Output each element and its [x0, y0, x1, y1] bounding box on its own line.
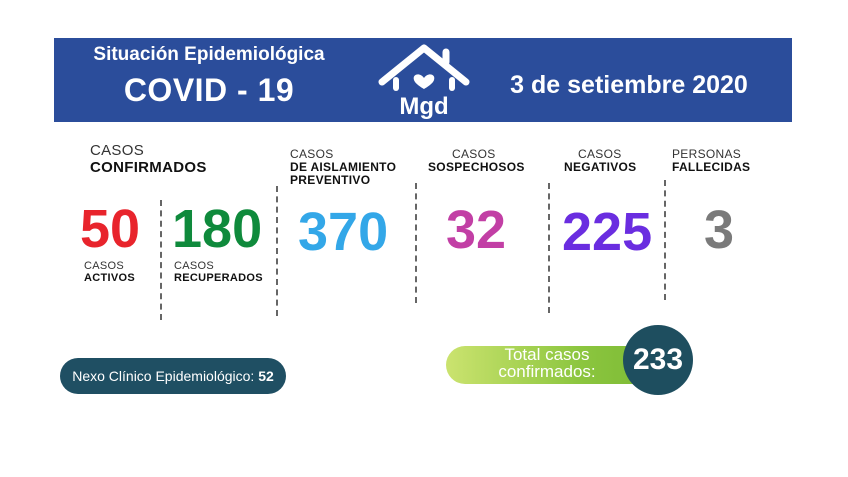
negativos-label-top: CASOS: [578, 147, 622, 161]
aislamiento-value: 370: [298, 202, 389, 262]
total-value: 233: [623, 325, 693, 395]
logo-text: Mgd: [399, 93, 448, 120]
fallecidas-label-bold: FALLECIDAS: [672, 160, 751, 174]
house-logo-icon: Mgd: [378, 44, 470, 120]
divider: [276, 186, 278, 316]
recuperados-label-bold: RECUPERADOS: [174, 272, 263, 284]
header-subtitle: COVID - 19: [123, 72, 295, 108]
aislamiento-label: CASOS DE AISLAMIENTO PREVENTIVO: [290, 148, 396, 187]
confirmados-label: CASOS CONFIRMADOS: [90, 142, 207, 176]
divider: [160, 200, 162, 320]
divider: [664, 180, 666, 300]
negativos-value: 225: [562, 202, 653, 262]
sospechosos-label-top: CASOS: [452, 147, 496, 161]
sospechosos-value: 32: [446, 200, 507, 260]
recuperados-label-top: CASOS: [174, 260, 215, 272]
report-date: 3 de setiembre 2020: [510, 71, 748, 99]
aislamiento-label-bold2: PREVENTIVO: [290, 173, 371, 187]
fallecidas-label: PERSONAS FALLECIDAS: [672, 148, 750, 174]
sospechosos-label: CASOS SOSPECHOSOS: [428, 148, 525, 174]
negativos-label: CASOS NEGATIVOS: [564, 148, 637, 174]
nexo-label: Nexo Clínico Epidemiológico:: [72, 368, 255, 384]
nexo-badge: Nexo Clínico Epidemiológico: 52: [60, 358, 286, 394]
confirmados-label-top: CASOS: [90, 142, 145, 159]
fallecidas-value: 3: [704, 200, 735, 260]
aislamiento-label-top: CASOS: [290, 147, 334, 161]
header-banner: Situación Epidemiológica COVID - 19 Mgd …: [54, 38, 792, 122]
divider: [548, 183, 550, 313]
negativos-label-bold: NEGATIVOS: [564, 160, 637, 174]
activos-label-top: CASOS: [84, 260, 125, 272]
activos-label: CASOS ACTIVOS: [84, 260, 135, 284]
total-label-line2: confirmados:: [498, 362, 596, 381]
total-label: Total casos confirmados:: [484, 346, 610, 380]
sospechosos-label-bold: SOSPECHOSOS: [428, 160, 525, 174]
recuperados-value: 180: [172, 199, 263, 259]
activos-label-bold: ACTIVOS: [84, 272, 135, 284]
divider: [415, 183, 417, 303]
fallecidas-label-top: PERSONAS: [672, 147, 742, 161]
recuperados-label: CASOS RECUPERADOS: [174, 260, 263, 284]
header-title: Situación Epidemiológica: [93, 44, 325, 65]
activos-value: 50: [80, 199, 141, 259]
total-label-line1: Total casos: [504, 345, 590, 364]
confirmados-label-bold: CONFIRMADOS: [90, 159, 207, 176]
nexo-value: 52: [258, 368, 274, 384]
aislamiento-label-bold1: DE AISLAMIENTO: [290, 160, 397, 174]
